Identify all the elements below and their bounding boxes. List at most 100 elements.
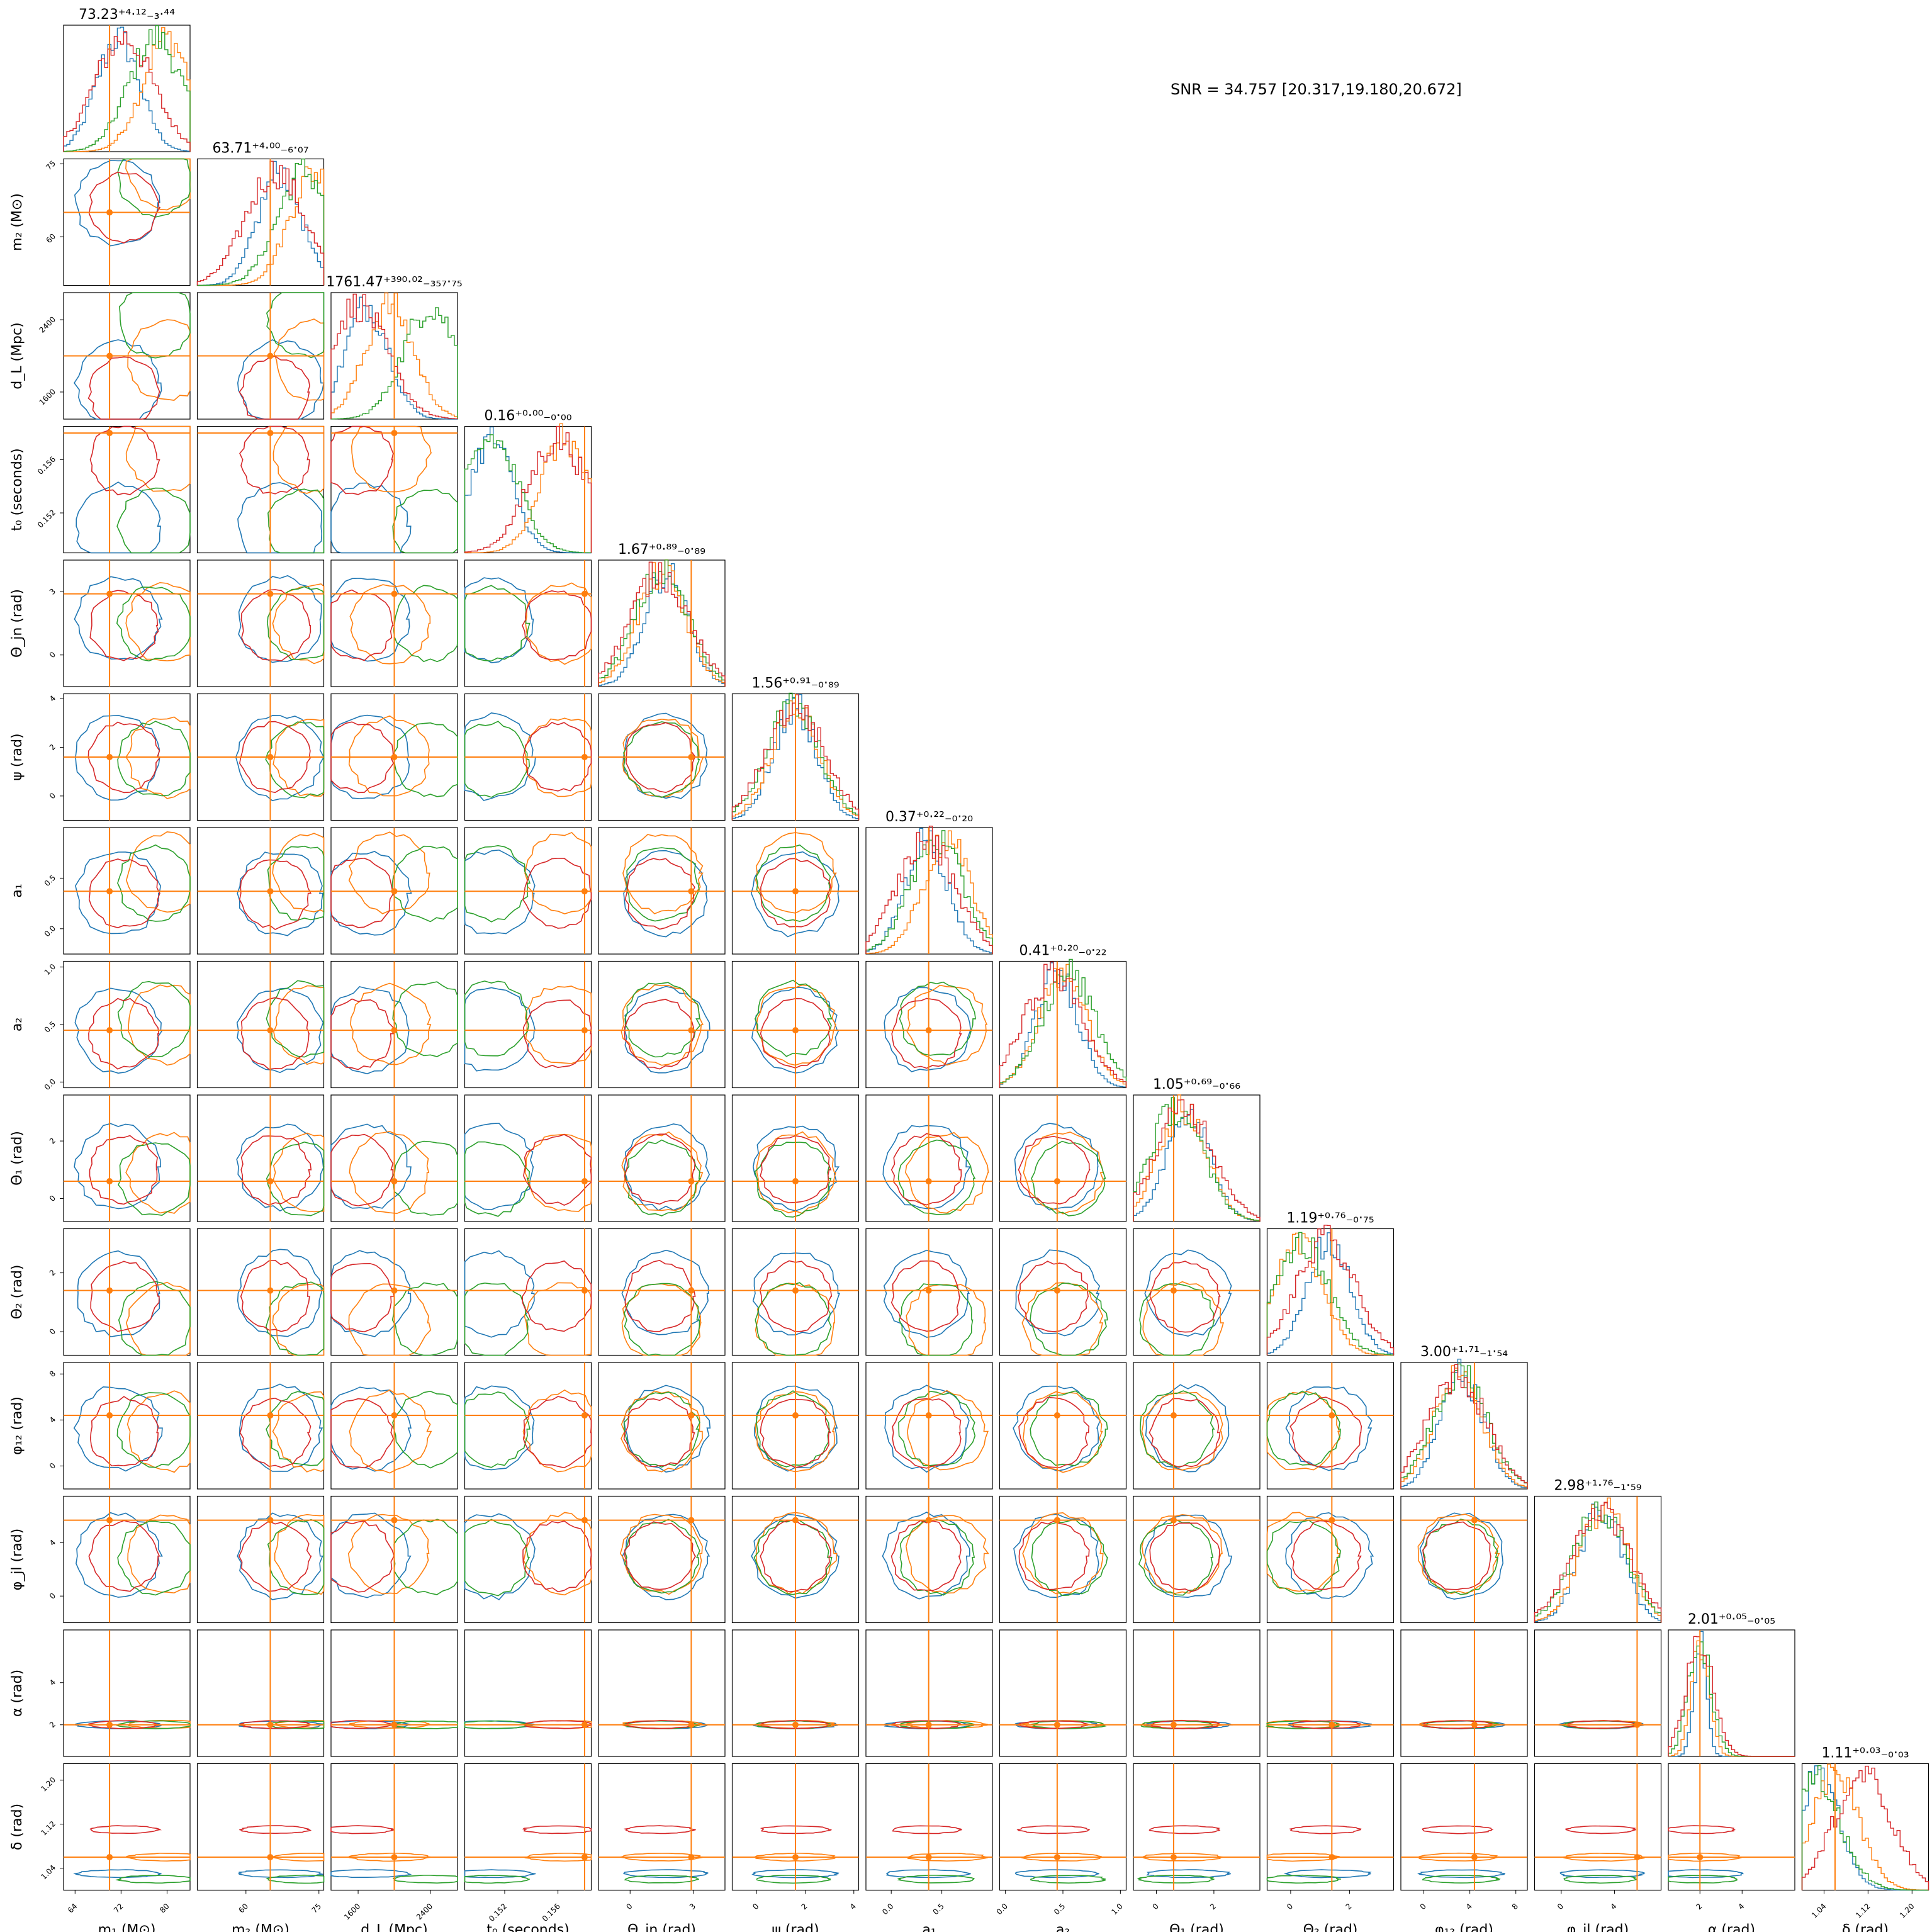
- contour-panel-11-6: [865, 1495, 993, 1624]
- contour-series-0: [237, 851, 324, 936]
- contour-series-3: [626, 722, 697, 794]
- truth-point: [106, 1854, 113, 1861]
- contour-panel-13-1: [196, 1763, 325, 1891]
- x-axis-label: α (rad): [1708, 1923, 1755, 1932]
- x-tick-label: 72: [112, 1902, 125, 1915]
- contour-series-1: [622, 718, 704, 798]
- truth-point: [1053, 1287, 1060, 1294]
- x-tick-label: 0: [1151, 1902, 1160, 1911]
- truth-point: [391, 1412, 398, 1419]
- hist-series-0: [464, 426, 592, 554]
- truth-point: [581, 888, 588, 895]
- y-tick-label: 0.0: [43, 1077, 57, 1092]
- panel-frame: [63, 559, 191, 687]
- hist-series-0: [63, 26, 191, 152]
- contour-series-3: [890, 1520, 962, 1592]
- truth-point: [792, 1412, 799, 1419]
- contour-series-3: [330, 1133, 394, 1206]
- contour-series-2: [115, 1875, 191, 1884]
- hist-series-1: [999, 963, 1127, 1088]
- contour-series-2: [899, 981, 977, 1056]
- truth-point: [106, 1287, 113, 1294]
- contour-series-2: [266, 1391, 325, 1466]
- hist-title: 0.16⁺⁰·⁰⁰₋₀·₀₀: [484, 408, 571, 424]
- x-axis-label: a₂: [1056, 1923, 1070, 1932]
- contour-series-1: [619, 1514, 703, 1595]
- y-tick-label: 4: [48, 694, 57, 703]
- hist-title: 0.41⁺⁰·²⁰₋₀·₂₂: [1019, 943, 1106, 959]
- contour-series-2: [753, 1519, 833, 1595]
- contour-series-3: [87, 721, 161, 794]
- y-axis-label: a₁: [9, 884, 25, 897]
- contour-series-1: [621, 1390, 703, 1473]
- contour-series-1: [905, 1515, 989, 1594]
- truth-point: [391, 1517, 398, 1524]
- contour-panel-9-4: [598, 1228, 726, 1356]
- contour-series-0: [75, 851, 161, 935]
- hist-series-2: [999, 958, 1127, 1088]
- contour-series-3: [89, 425, 160, 496]
- x-axis-label: t₀ (seconds): [486, 1923, 570, 1932]
- contour-series-1: [525, 986, 592, 1064]
- contour-series-3: [1149, 1398, 1221, 1468]
- contour-series-0: [464, 1123, 534, 1211]
- truth-point: [267, 1178, 274, 1185]
- contour-panel-2-1: [196, 292, 325, 420]
- x-tick-label: 2: [1344, 1902, 1353, 1911]
- y-axis-label: t₀ (seconds): [9, 448, 25, 531]
- hist-series-3: [63, 31, 191, 152]
- x-tick-label: 1.20: [1898, 1902, 1916, 1920]
- contour-series-1: [272, 1391, 325, 1473]
- contour-series-0: [74, 339, 162, 420]
- contour-series-2: [1138, 1519, 1214, 1596]
- x-tick-label: 0.5: [1052, 1902, 1067, 1916]
- y-axis-label: α (rad): [9, 1670, 25, 1717]
- x-tick-label: 4: [1609, 1902, 1619, 1911]
- contour-panel-8-5: [731, 1094, 860, 1222]
- truth-point: [1328, 1721, 1335, 1728]
- contour-panel-8-1: [196, 1094, 325, 1222]
- contour-series-1: [907, 1390, 989, 1471]
- contour-series-2: [117, 158, 191, 218]
- panel-frame: [1400, 1362, 1528, 1490]
- truth-point: [1697, 1854, 1704, 1861]
- contour-panel-9-1: [196, 1228, 325, 1356]
- x-axis-label: Θ₂ (rad): [1303, 1923, 1358, 1932]
- contour-series-2: [464, 1391, 531, 1468]
- x-axis-label: δ (rad): [1842, 1923, 1889, 1932]
- contour-panel-13-3: [464, 1763, 592, 1891]
- contour-series-0: [77, 1250, 160, 1338]
- contour-series-2: [393, 585, 458, 663]
- contour-series-1: [755, 1391, 836, 1473]
- contour-series-1: [524, 1133, 592, 1212]
- y-tick-label: 75: [44, 159, 57, 172]
- contour-series-0: [236, 987, 324, 1074]
- panel-frame: [598, 1094, 726, 1222]
- truth-point: [581, 1178, 588, 1185]
- x-tick-label: 60: [237, 1902, 250, 1915]
- x-tick-label: 4: [1736, 1902, 1746, 1911]
- panel-frame: [1133, 1629, 1261, 1757]
- truth-point: [1053, 1517, 1060, 1524]
- contour-series-0: [753, 1125, 840, 1211]
- contour-series-2: [266, 1141, 325, 1216]
- contour-panel-2-0: [63, 292, 191, 420]
- y-tick-label: 0: [48, 1194, 57, 1203]
- hist-series-3: [464, 426, 592, 553]
- hist-series-2: [1400, 1363, 1528, 1489]
- truth-point: [925, 1412, 932, 1419]
- panel-frame: [999, 1094, 1127, 1222]
- contour-series-2: [265, 721, 325, 799]
- contour-series-2: [1422, 1874, 1501, 1884]
- hist-series-0: [598, 563, 726, 687]
- hist-title: 3.00⁺¹·⁷¹₋₁·₅₄: [1420, 1344, 1508, 1360]
- contour-panel-12-7: [999, 1629, 1127, 1757]
- contour-series-0: [330, 578, 411, 662]
- contour-series-3: [1422, 1521, 1491, 1590]
- panel-frame: [1266, 1629, 1395, 1757]
- x-tick-label: 2: [1208, 1902, 1218, 1911]
- contour-panel-6-4: [598, 827, 726, 955]
- x-tick-label: 8: [1510, 1902, 1520, 1911]
- contour-series-2: [1422, 1519, 1498, 1595]
- contour-series-3: [522, 1825, 592, 1834]
